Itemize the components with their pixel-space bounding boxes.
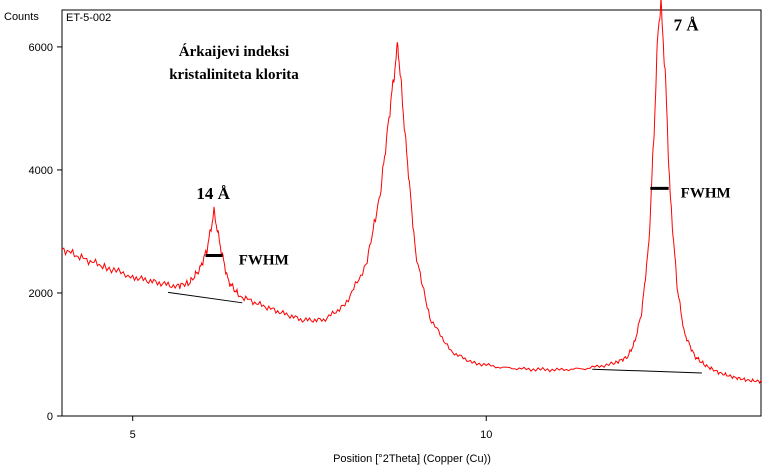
y-tick-label-1: 2000 bbox=[29, 288, 53, 300]
baseline-0 bbox=[167, 291, 243, 304]
peak-label-1: 7 Å bbox=[674, 15, 700, 34]
fwhm-label-0: FWHM bbox=[239, 253, 289, 269]
fwhm-markers bbox=[205, 186, 669, 257]
y-tick-label-3: 6000 bbox=[29, 42, 53, 54]
chart-title-line-2: kristaliniteta klorita bbox=[169, 67, 299, 83]
x-tick-label-0: 5 bbox=[130, 429, 136, 441]
sample-label: ET-5-002 bbox=[66, 12, 111, 24]
y-axis-label: Counts bbox=[4, 11, 39, 23]
baselines bbox=[167, 291, 702, 374]
xrd-pattern-line bbox=[61, 0, 762, 385]
baseline-1 bbox=[592, 368, 702, 374]
plot-area-border bbox=[61, 9, 762, 417]
axes: 0 2000 4000 6000 5 10 bbox=[29, 42, 493, 441]
peak-label-0: 14 Å bbox=[196, 184, 230, 203]
plot-frame bbox=[61, 9, 762, 417]
series bbox=[61, 0, 762, 385]
x-tick-label-1: 10 bbox=[480, 429, 492, 441]
chart-title-line-1: Árkaijevi indeksi bbox=[179, 43, 289, 60]
x-axis-label: Position [°2Theta] (Copper (Cu)) bbox=[333, 453, 491, 465]
fwhm-label-1: FWHM bbox=[681, 186, 731, 202]
y-tick-label-2: 4000 bbox=[29, 165, 53, 177]
annotations: FWHM FWHM 14 Å 7 Å bbox=[196, 15, 730, 268]
y-tick-label-0: 0 bbox=[47, 411, 53, 423]
